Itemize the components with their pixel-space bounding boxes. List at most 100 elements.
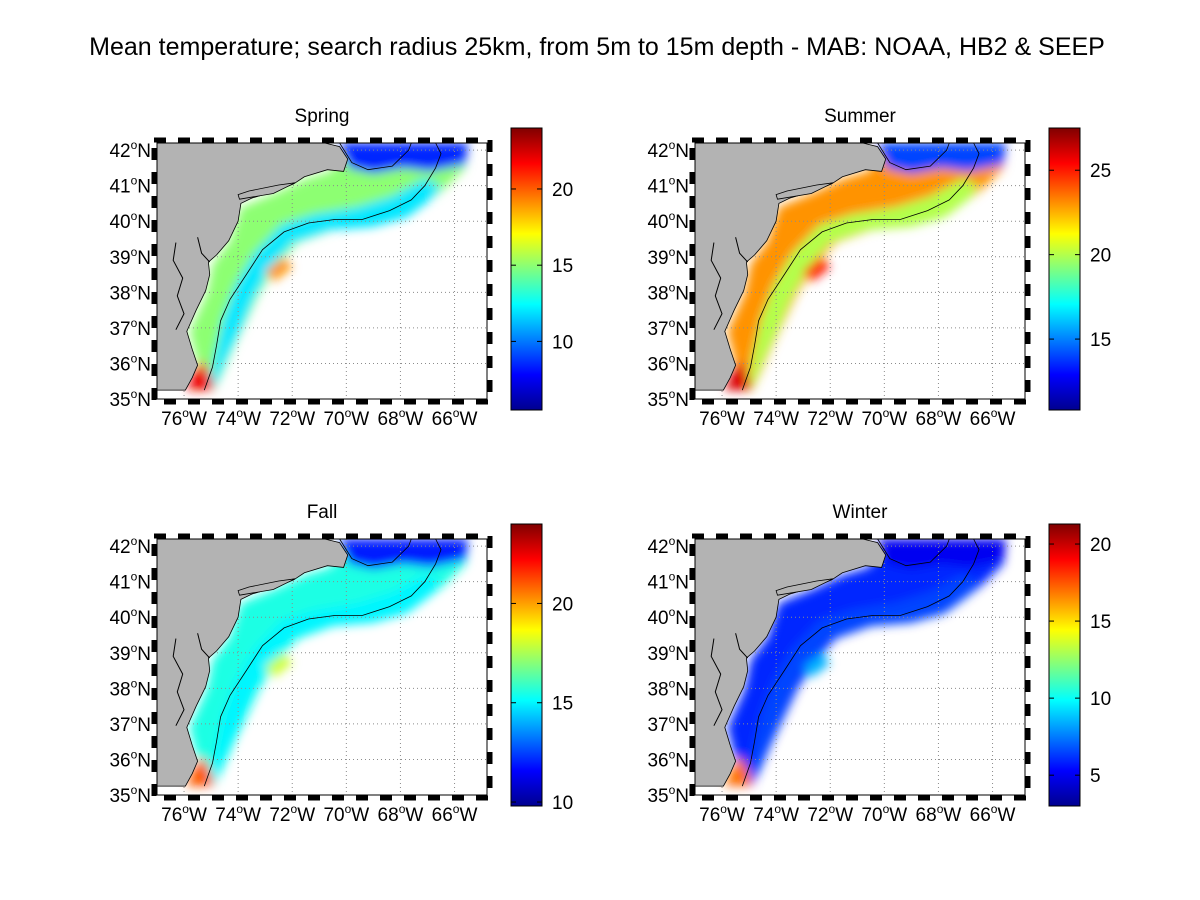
panel-title: Winter	[833, 502, 889, 523]
lon-tick-label: 74oW	[753, 406, 799, 430]
lat-tick-label: 38oN	[109, 280, 151, 304]
colorbar: 15 20 25	[1048, 127, 1111, 411]
delaware-bay	[197, 237, 211, 263]
map-panel-summer: Summer 76oW 74oW 72oW 70oW 68oW 66oW 42oN 41oN 40…	[647, 106, 1111, 430]
lon-tick-label: 68oW	[378, 802, 424, 826]
lat-tick-label: 41oN	[109, 174, 151, 198]
lon-tick-label: 72oW	[269, 406, 315, 430]
long-island	[237, 578, 296, 596]
warm-patch	[803, 256, 831, 282]
colorbar-gradient	[1048, 127, 1081, 411]
lon-tick-label: 68oW	[916, 406, 962, 430]
gulf-of-maine-water	[877, 143, 1007, 174]
land	[156, 142, 349, 391]
lat-tick-label: 39oN	[647, 641, 689, 665]
gulf-of-maine-water	[339, 539, 469, 570]
lat-tick-label: 40oN	[647, 209, 689, 233]
lon-tick-label: 76oW	[699, 406, 745, 430]
lat-tick-label: 41oN	[109, 570, 151, 594]
lat-tick-label: 35oN	[647, 783, 689, 807]
lon-tick-label: 74oW	[215, 802, 261, 826]
map-frame	[151, 137, 493, 405]
colorbar-gradient	[1048, 523, 1081, 807]
panel-title: Fall	[307, 502, 338, 523]
delaware-bay	[197, 633, 211, 659]
lat-tick-label: 37oN	[109, 316, 151, 340]
lon-tick-label: 66oW	[970, 406, 1016, 430]
lat-tick-label: 39oN	[109, 641, 151, 665]
lat-tick-label: 41oN	[647, 174, 689, 198]
lon-tick-label: 70oW	[861, 406, 907, 430]
colorbar-tick-label: 10	[552, 332, 573, 353]
lon-tick-label: 76oW	[161, 406, 207, 430]
long-island	[237, 182, 296, 200]
land	[694, 142, 887, 391]
lon-tick-label: 70oW	[323, 802, 369, 826]
lat-tick-label: 35oN	[647, 387, 689, 411]
lat-tick-label: 38oN	[109, 676, 151, 700]
lat-tick-label: 36oN	[647, 747, 689, 771]
panel-title: Summer	[824, 106, 896, 127]
lat-tick-label: 40oN	[109, 209, 151, 233]
lat-tick-label: 37oN	[647, 712, 689, 736]
lon-tick-label: 76oW	[161, 802, 207, 826]
isobath	[339, 142, 412, 171]
map-frame	[689, 137, 1031, 405]
map-panel-winter: Winter 76oW 74oW 72oW 70oW 68oW 66oW 42oN 41oN 40…	[647, 502, 1111, 826]
lat-tick-label: 39oN	[109, 245, 151, 269]
lat-tick-label: 37oN	[647, 316, 689, 340]
isobath	[203, 142, 442, 391]
isobath	[741, 538, 980, 787]
figure-title: Mean temperature; search radius 25km, fr…	[89, 33, 1105, 61]
lat-tick-label: 41oN	[647, 570, 689, 594]
colorbar-tick-label: 10	[1090, 689, 1111, 710]
lat-tick-label: 40oN	[109, 605, 151, 629]
colorbar-tick-label: 15	[1090, 612, 1111, 633]
map-panels: Spring 76oW 74oW 72oW 70oW 68oW 66oW 42oN 41oN 40…	[109, 106, 1111, 826]
lon-tick-label: 70oW	[323, 406, 369, 430]
lon-tick-label: 66oW	[970, 802, 1016, 826]
chesapeake-bay	[172, 242, 185, 330]
colorbar-tick-label: 20	[552, 180, 573, 201]
gulf-of-maine-water	[877, 539, 1007, 570]
isobath	[339, 538, 412, 567]
map-frame	[151, 533, 493, 801]
colorbar-tick-label: 20	[1090, 535, 1111, 556]
lat-tick-label: 42oN	[647, 138, 689, 162]
map-panel-fall: Fall 76oW 74oW 72oW 70oW 68oW 66oW 42oN 41oN 40oN…	[109, 502, 573, 826]
lon-tick-label: 74oW	[753, 802, 799, 826]
warm-patch	[265, 256, 293, 282]
colorbar: 10 15 20	[510, 127, 573, 411]
map-panel-spring: Spring 76oW 74oW 72oW 70oW 68oW 66oW 42oN 41oN 40…	[109, 106, 573, 430]
lat-tick-label: 42oN	[647, 534, 689, 558]
lon-tick-label: 76oW	[699, 802, 745, 826]
isobath	[877, 538, 950, 567]
lat-tick-label: 35oN	[109, 387, 151, 411]
lon-tick-label: 68oW	[916, 802, 962, 826]
lon-tick-label: 72oW	[269, 802, 315, 826]
land	[156, 538, 349, 787]
lat-tick-label: 38oN	[647, 676, 689, 700]
chesapeake-bay	[710, 638, 723, 726]
lon-tick-label: 72oW	[807, 802, 853, 826]
lat-tick-label: 36oN	[109, 747, 151, 771]
colorbar-tick-label: 15	[552, 256, 573, 277]
warm-patch	[803, 652, 831, 678]
isobath	[203, 538, 442, 787]
lat-tick-label: 36oN	[647, 351, 689, 375]
lat-tick-label: 40oN	[647, 605, 689, 629]
lat-tick-label: 42oN	[109, 534, 151, 558]
panel-title: Spring	[295, 106, 350, 127]
land	[694, 538, 887, 787]
delaware-bay	[735, 237, 749, 263]
isobath	[741, 142, 980, 391]
chesapeake-bay	[710, 242, 723, 330]
colorbar-tick-label: 20	[552, 594, 573, 615]
map-frame	[689, 533, 1031, 801]
colorbar-tick-label: 25	[1090, 161, 1111, 182]
lat-tick-label: 37oN	[109, 712, 151, 736]
lon-tick-label: 72oW	[807, 406, 853, 430]
warm-patch	[265, 652, 293, 678]
lon-tick-label: 66oW	[432, 406, 478, 430]
